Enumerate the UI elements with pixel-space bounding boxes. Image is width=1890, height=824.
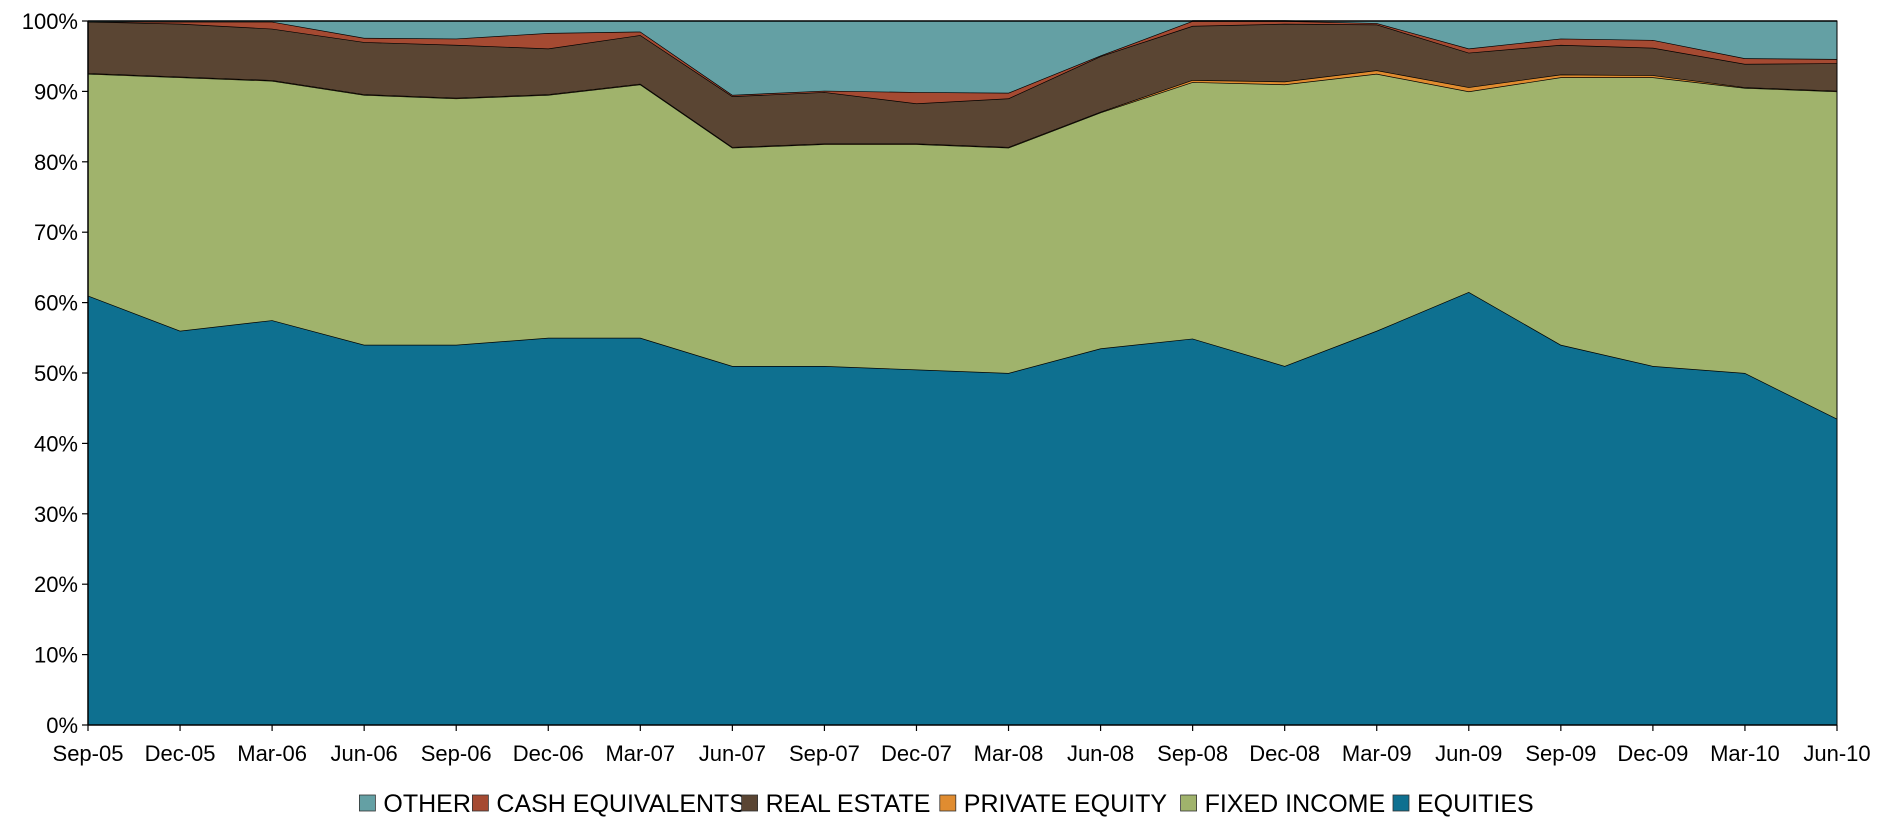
- legend-swatch: [471, 794, 489, 812]
- area-private-equity: [88, 70, 1837, 148]
- y-tick-label: 10%: [34, 643, 78, 668]
- y-axis-ticks: 0% 10% 20% 30% 40% 50% 60% 70% 80% 90% 100%: [22, 9, 88, 738]
- y-tick-label: 100%: [22, 9, 78, 34]
- legend-label: CASH EQUIVALENTS: [496, 790, 746, 818]
- x-tick-label: Jun-06: [331, 741, 398, 766]
- legend-label: REAL ESTATE: [766, 790, 931, 818]
- legend-item-cash-equivalents: CASH EQUIVALENTS: [471, 790, 746, 818]
- x-tick-label: Dec-07: [881, 741, 952, 766]
- y-tick-label: 90%: [34, 79, 78, 104]
- x-tick-label: Dec-09: [1617, 741, 1688, 766]
- x-tick-label: Mar-08: [974, 741, 1044, 766]
- y-tick-label: 60%: [34, 291, 78, 316]
- x-tick-label: Jun-08: [1067, 741, 1134, 766]
- y-tick-label: 50%: [34, 361, 78, 386]
- legend-swatch: [1392, 794, 1410, 812]
- legend-label: FIXED INCOME: [1205, 790, 1386, 818]
- area-cash-equivalents: [88, 21, 1837, 104]
- x-tick-label: Sep-06: [421, 741, 492, 766]
- y-tick-label: 80%: [34, 150, 78, 175]
- legend-swatch: [939, 794, 957, 812]
- x-tick-label: Dec-06: [513, 741, 584, 766]
- x-tick-label: Dec-05: [145, 741, 216, 766]
- legend-item-fixed-income: FIXED INCOME: [1180, 790, 1386, 818]
- x-axis-ticks: Sep-05 Dec-05 Mar-06 Jun-06 Sep-06 Dec-06 Mar-…: [53, 725, 1871, 766]
- x-tick-label: Mar-09: [1342, 741, 1412, 766]
- x-tick-label: Sep-08: [1157, 741, 1228, 766]
- x-tick-label: Dec-08: [1249, 741, 1320, 766]
- chart-areas: [87, 20, 1838, 725]
- x-tick-label: Sep-05: [53, 741, 124, 766]
- y-tick-label: 30%: [34, 502, 78, 527]
- legend: OTHER CASH EQUIVALENTS REAL ESTATE PRIVATE …: [358, 790, 1534, 818]
- y-tick-label: 0%: [46, 713, 78, 738]
- x-tick-label: Mar-07: [605, 741, 675, 766]
- legend-swatch: [1180, 794, 1197, 812]
- x-tick-label: Jun-09: [1435, 741, 1502, 766]
- area-fixed-income: [88, 73, 1837, 419]
- legend-swatch: [358, 794, 376, 812]
- x-tick-label: Jun-10: [1803, 741, 1870, 766]
- area-other: [88, 21, 1837, 95]
- x-tick-label: Sep-09: [1525, 741, 1596, 766]
- x-tick-label: Mar-06: [237, 741, 307, 766]
- area-real-estate: [88, 21, 1837, 148]
- legend-label: PRIVATE EQUITY: [964, 790, 1168, 818]
- x-tick-label: Jun-07: [699, 741, 766, 766]
- legend-label: EQUITIES: [1417, 790, 1534, 818]
- legend-item-other: OTHER: [358, 790, 471, 818]
- legend-label: OTHER: [383, 790, 471, 818]
- x-tick-label: Mar-10: [1710, 741, 1780, 766]
- legend-swatch: [741, 794, 758, 812]
- legend-item-real-estate: REAL ESTATE: [741, 790, 931, 818]
- legend-item-private-equity: PRIVATE EQUITY: [939, 790, 1168, 818]
- y-tick-label: 20%: [34, 572, 78, 597]
- x-tick-label: Sep-07: [789, 741, 860, 766]
- y-tick-label: 70%: [34, 220, 78, 245]
- legend-item-equities: EQUITIES: [1392, 790, 1534, 818]
- y-tick-label: 40%: [34, 431, 78, 456]
- area-equities: [88, 292, 1837, 725]
